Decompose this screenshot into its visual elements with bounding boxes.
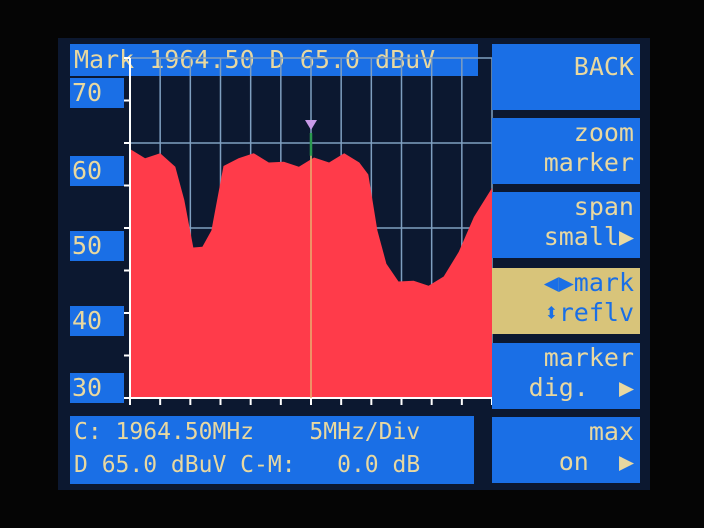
info-panel: C: 1964.50MHz 5MHz/Div D 65.0 dBuV C-M: 0…: [70, 416, 474, 484]
marker-readout: Mark 1964.50 D 65.0 dBuV: [70, 44, 478, 76]
y-label-70: 70: [70, 78, 124, 108]
spectrum-plot: [124, 57, 493, 405]
mark-reflv-button[interactable]: ◀▶mark ⬍reflv: [492, 268, 640, 334]
span-small-button[interactable]: span small▶: [492, 192, 640, 258]
analyzer-screen: Mark 1964.50 D 65.0 dBuV 70 60 50 40 30 …: [58, 38, 650, 490]
back-button[interactable]: BACK: [492, 44, 640, 110]
y-label-30: 30: [70, 373, 124, 403]
max-on-button[interactable]: max on ▶: [492, 417, 640, 483]
marker-dig-button[interactable]: marker dig. ▶: [492, 343, 640, 409]
y-label-40: 40: [70, 306, 124, 336]
level-readout: D 65.0 dBuV C-M: 0.0 dB: [74, 452, 421, 478]
zoom-marker-button[interactable]: zoom marker: [492, 118, 640, 184]
marker-triangle-icon: [305, 120, 317, 130]
y-label-50: 50: [70, 231, 124, 261]
center-freq-readout: C: 1964.50MHz 5MHz/Div: [74, 419, 421, 445]
y-label-60: 60: [70, 156, 124, 186]
